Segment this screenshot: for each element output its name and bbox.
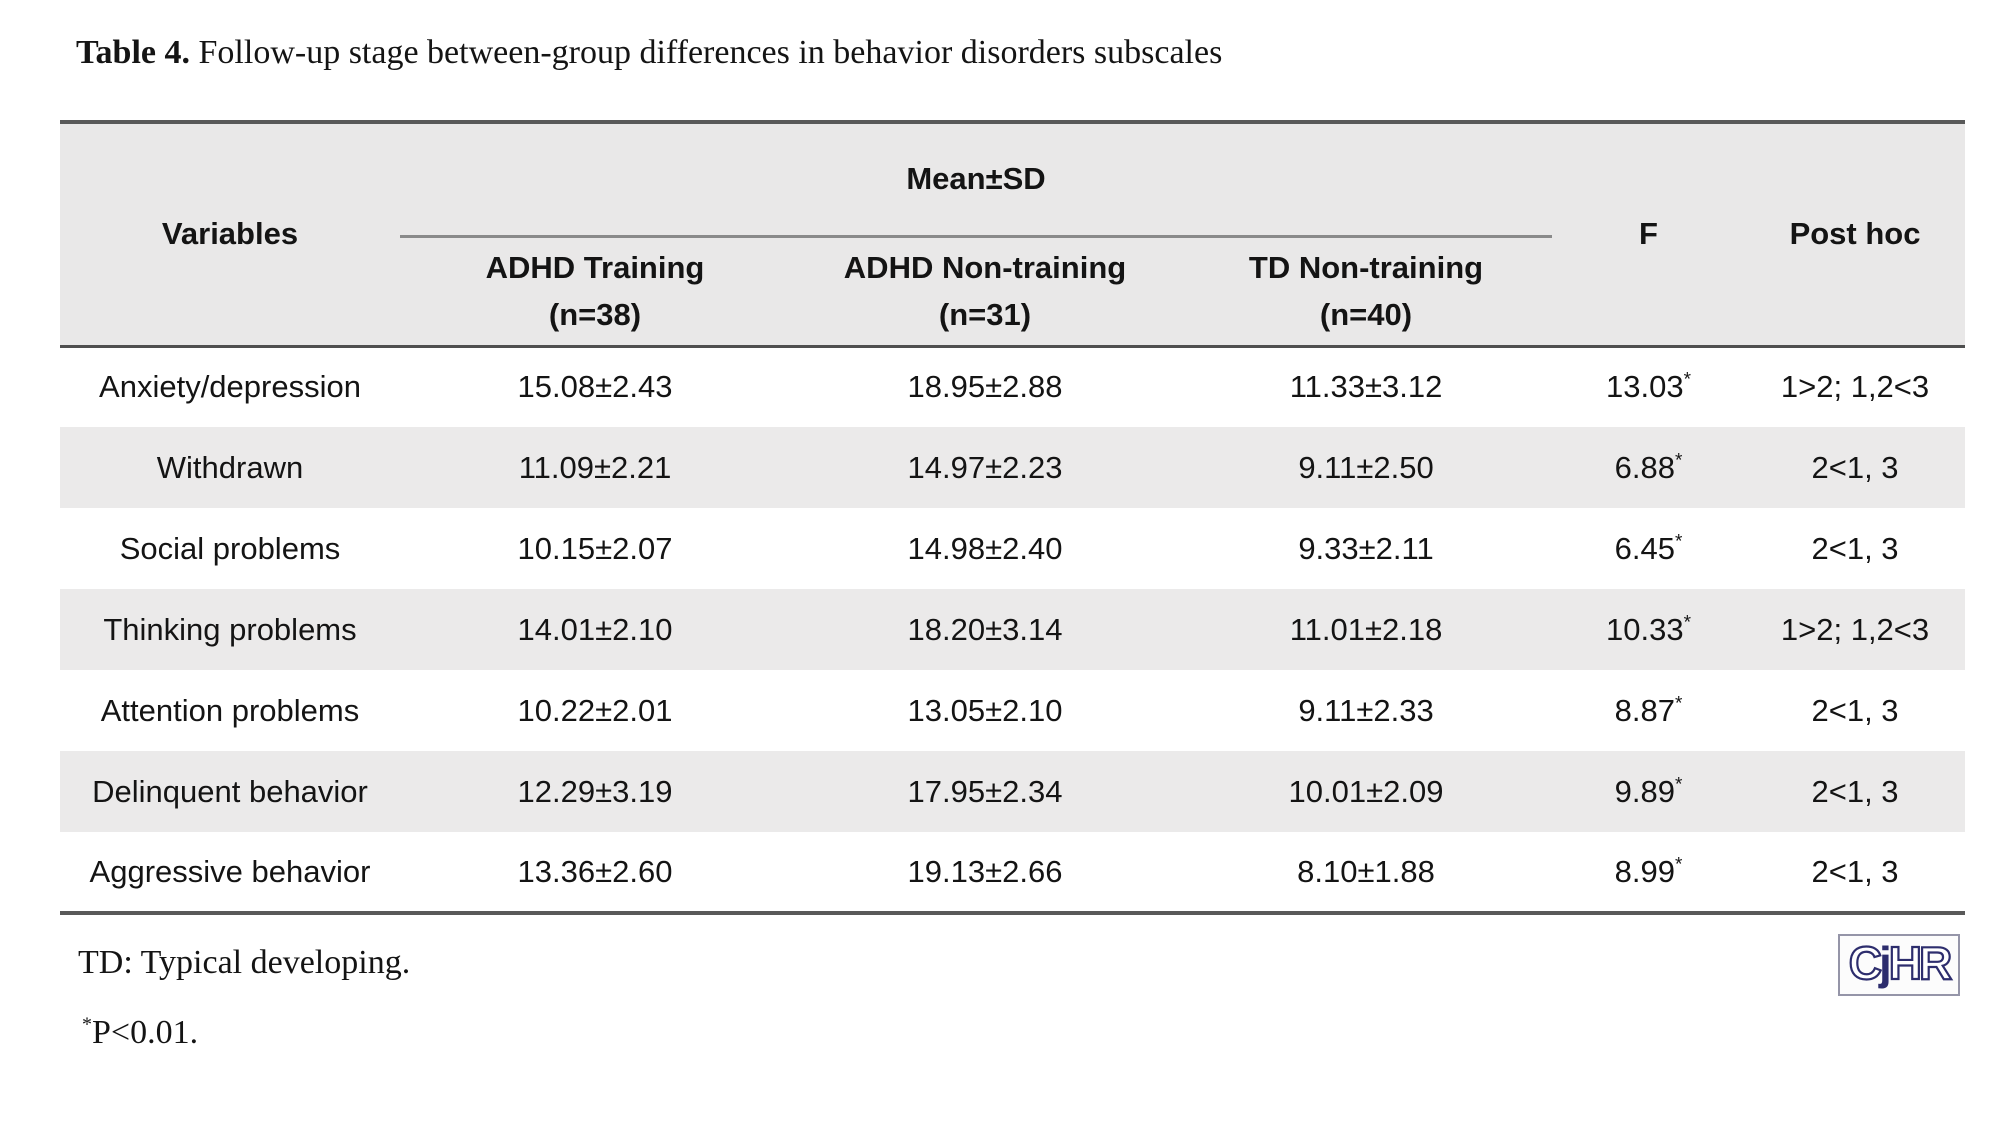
table-row: Anxiety/depression 15.08±2.43 18.95±2.88…: [60, 346, 1965, 427]
cell-posthoc: 1>2; 1,2<3: [1780, 611, 1930, 647]
cell-posthoc: 2<1, 3: [1811, 853, 1899, 889]
cell-f: 10.33*: [1552, 589, 1745, 670]
f-value: 8.87: [1614, 692, 1675, 728]
table-row: Attention problems 10.22±2.01 13.05±2.10…: [60, 670, 1965, 751]
f-value: 6.45: [1614, 530, 1675, 566]
significance-asterisk: *: [1674, 854, 1683, 876]
cell-adhd-nontraining: 14.97±2.23: [907, 449, 1063, 485]
cell-adhd-nontraining: 14.98±2.40: [907, 530, 1063, 566]
table-number: Table 4.: [76, 34, 191, 71]
cell-posthoc: 1>2; 1,2<3: [1780, 369, 1930, 405]
table-row: Aggressive behavior 13.36±2.60 19.13±2.6…: [60, 832, 1965, 913]
col-header-mean-sd: Mean±SD: [400, 122, 1553, 238]
table-row: Social problems 10.15±2.07 14.98±2.40 9.…: [60, 508, 1965, 589]
cell-td-nontraining: 8.10±1.88: [1297, 853, 1435, 889]
cjhr-journal-logo: CjHR: [1838, 934, 1960, 996]
cell-adhd-training: 11.09±2.21: [518, 449, 672, 485]
col-header-td-nontraining: TD Non-training (n=40): [1180, 236, 1553, 346]
logo-letter-C: C: [1848, 937, 1883, 989]
cell-adhd-training: 14.01±2.10: [517, 611, 673, 647]
cell-td-nontraining: 9.11±2.50: [1298, 449, 1434, 485]
col-header-td-nontraining-name: TD Non-training: [1248, 250, 1484, 285]
significance-asterisk: *: [1674, 531, 1683, 553]
cell-f: 8.87*: [1552, 670, 1745, 751]
cell-variable: Aggressive behavior: [89, 853, 371, 889]
col-header-adhd-training-n: (n=38): [548, 297, 642, 332]
significance-asterisk: *: [1674, 693, 1683, 715]
table-row: Delinquent behavior 12.29±3.19 17.95±2.3…: [60, 751, 1966, 832]
col-header-adhd-nontraining-n: (n=31): [938, 297, 1032, 332]
cell-adhd-training: 12.29±3.19: [517, 773, 673, 809]
table-header: Variables Mean±SD F Post hoc ADHD Traini…: [60, 122, 1966, 346]
cell-posthoc: 2<1, 3: [1811, 530, 1899, 566]
cell-adhd-training: 10.22±2.01: [517, 692, 673, 728]
significance-footnote: *P<0.01.: [82, 1014, 198, 1052]
col-header-adhd-training: ADHD Training (n=38): [400, 236, 790, 346]
cell-td-nontraining: 10.01±2.09: [1288, 773, 1444, 809]
cell-variable: Anxiety/depression: [99, 369, 361, 405]
col-header-td-nontraining-n: (n=40): [1319, 297, 1413, 332]
cell-adhd-nontraining: 13.05±2.10: [907, 692, 1063, 728]
significance-asterisk: *: [1674, 774, 1683, 796]
col-header-f: F: [1552, 122, 1746, 346]
f-value: 8.99: [1614, 853, 1675, 889]
cell-td-nontraining: 9.33±2.11: [1298, 530, 1434, 566]
cell-adhd-training: 15.08±2.43: [517, 369, 673, 405]
footnote-asterisk: *: [82, 1013, 92, 1036]
significance-asterisk: *: [1683, 369, 1691, 391]
col-header-adhd-nontraining: ADHD Non-training (n=31): [790, 236, 1180, 346]
cell-adhd-nontraining: 19.13±2.66: [907, 853, 1063, 889]
cell-adhd-nontraining: 17.95±2.34: [907, 773, 1063, 809]
cell-variable: Thinking problems: [103, 611, 357, 647]
cell-adhd-nontraining: 18.20±3.14: [907, 611, 1063, 647]
cell-adhd-training: 10.15±2.07: [517, 530, 673, 566]
cell-td-nontraining: 11.33±3.12: [1289, 369, 1443, 405]
f-value: 13.03: [1606, 369, 1684, 405]
significance-asterisk: *: [1683, 612, 1691, 634]
footnote-p-value: P<0.01.: [92, 1014, 199, 1051]
table-caption-text: Follow-up stage between-group difference…: [190, 34, 1223, 71]
cell-td-nontraining: 9.11±2.33: [1298, 692, 1434, 728]
abbreviation-footnote: TD: Typical developing.: [78, 944, 411, 981]
cell-posthoc: 2<1, 3: [1811, 692, 1899, 728]
cell-f: 13.03*: [1552, 346, 1745, 427]
logo-letter-R: R: [1918, 937, 1953, 989]
col-header-posthoc: Post hoc: [1745, 122, 1966, 346]
significance-asterisk: *: [1674, 450, 1683, 472]
cell-adhd-nontraining: 18.95±2.88: [907, 369, 1063, 405]
cell-td-nontraining: 11.01±2.18: [1289, 611, 1443, 647]
logo-letter-j: j: [1878, 937, 1892, 989]
table-row: Withdrawn 11.09±2.21 14.97±2.23 9.11±2.5…: [60, 427, 1966, 508]
f-value: 6.88: [1614, 449, 1675, 485]
f-value: 9.89: [1614, 773, 1675, 809]
col-header-adhd-nontraining-name: ADHD Non-training: [843, 250, 1127, 285]
logo-letter-H: H: [1888, 937, 1923, 989]
cell-variable: Delinquent behavior: [92, 773, 368, 809]
cell-adhd-training: 13.36±2.60: [517, 853, 673, 889]
results-table: Variables Mean±SD F Post hoc ADHD Traini…: [60, 120, 1966, 915]
cell-variable: Attention problems: [100, 692, 360, 728]
cell-f: 6.88*: [1552, 427, 1745, 508]
cell-posthoc: 2<1, 3: [1811, 449, 1899, 485]
table-caption: Table 4. Follow-up stage between-group d…: [76, 34, 1222, 72]
table-body: Anxiety/depression 15.08±2.43 18.95±2.88…: [60, 346, 1966, 913]
cell-posthoc: 2<1, 3: [1811, 773, 1899, 809]
cell-variable: Withdrawn: [156, 449, 304, 485]
cell-f: 8.99*: [1552, 832, 1745, 913]
cell-f: 9.89*: [1552, 751, 1745, 832]
cell-variable: Social problems: [119, 530, 341, 566]
col-header-adhd-training-name: ADHD Training: [485, 250, 705, 285]
col-header-variables: Variables: [60, 122, 400, 346]
f-value: 10.33: [1606, 611, 1684, 647]
cell-f: 6.45*: [1552, 508, 1745, 589]
table-row: Thinking problems 14.01±2.10 18.20±3.14 …: [60, 589, 1966, 670]
cjhr-logo-letters: CjHR: [1848, 937, 1954, 990]
